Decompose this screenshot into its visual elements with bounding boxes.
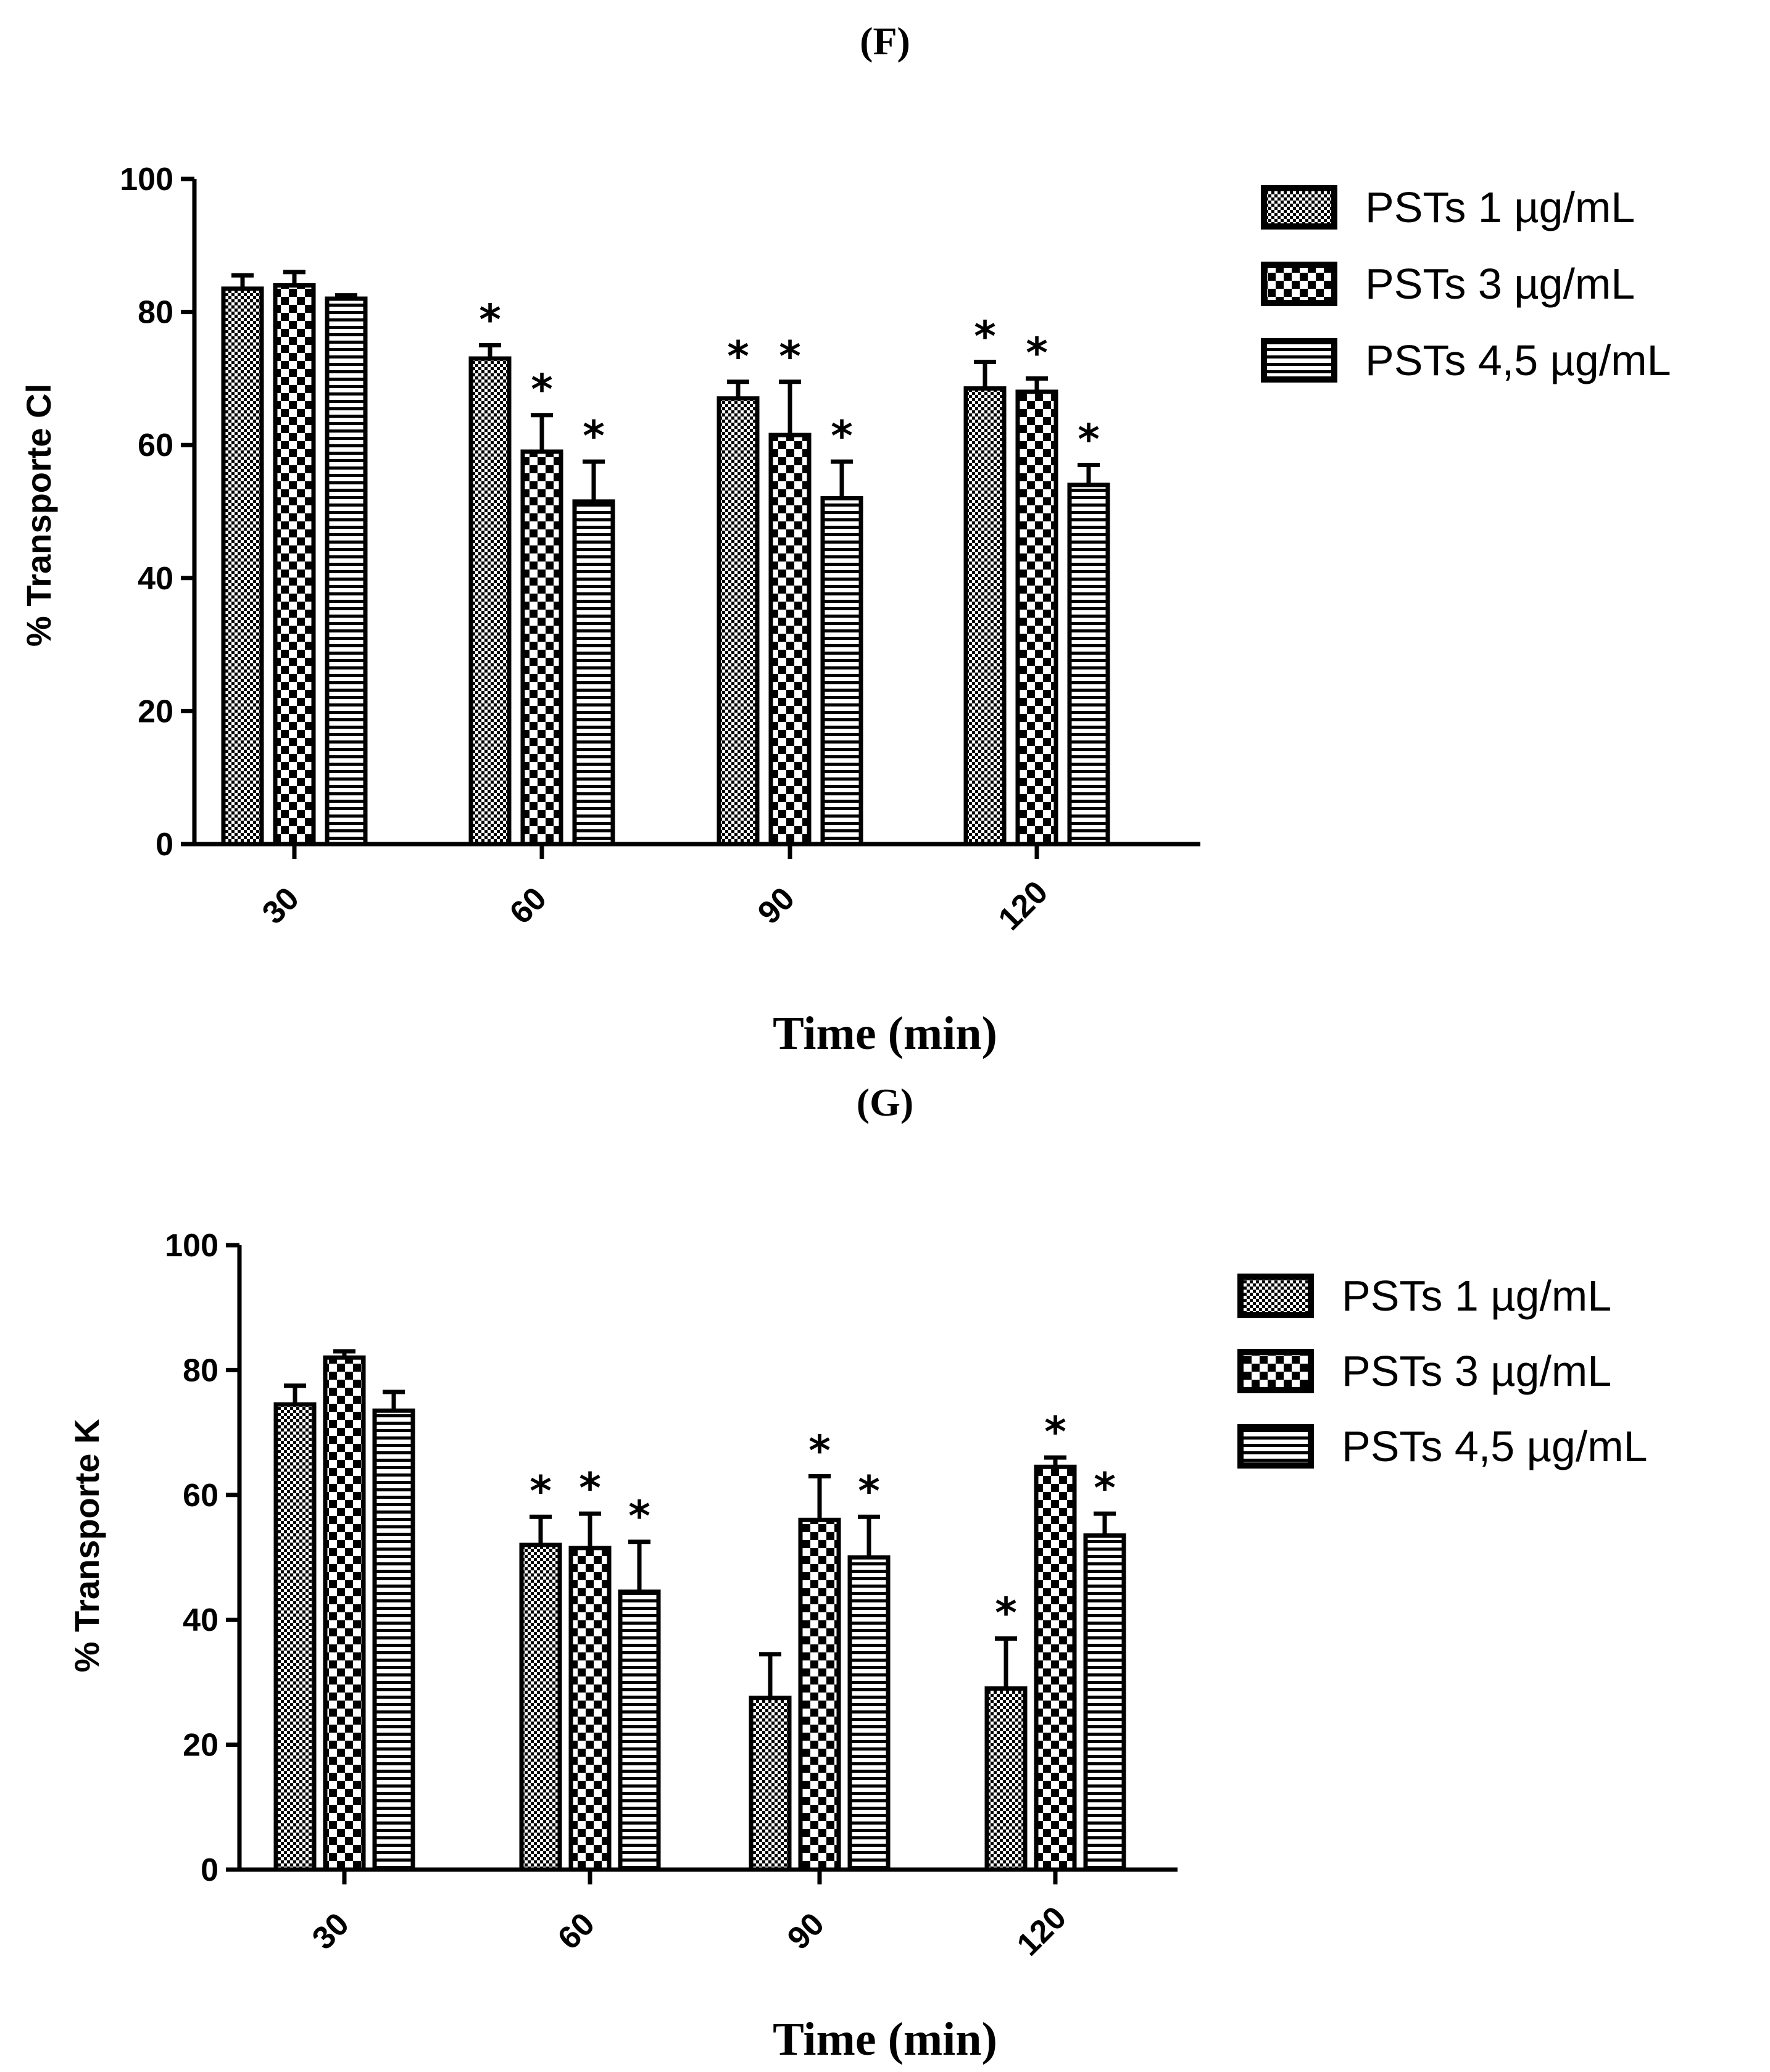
x-tick-label: 90 (781, 1906, 831, 1957)
bar (519, 1543, 562, 1872)
legend-swatch (1237, 1349, 1314, 1393)
significance-star: * (530, 1467, 552, 1516)
bar (520, 449, 563, 847)
significance-star: * (808, 1427, 831, 1475)
bar (798, 1517, 841, 1872)
legend: PSTs 1 µg/mL PSTs 3 µg/mL PSTs 4,5 µg/mL (1237, 1272, 1648, 1470)
significance-star: * (858, 1467, 880, 1516)
y-tick-label: 40 (138, 561, 173, 597)
legend-label: PSTs 4,5 µg/mL (1342, 1422, 1648, 1470)
significance-star: * (779, 333, 801, 381)
bar (372, 1408, 415, 1872)
plot-area: 0 20 40 60 80 100 30 60 90 120 * * * * * * * * (165, 1228, 1178, 1963)
bar (618, 1589, 661, 1872)
legend-item: PSTs 3 µg/mL (1237, 1347, 1611, 1395)
y-tick-label: 20 (138, 694, 173, 729)
legend-swatch (1261, 262, 1337, 306)
y-tick-label: 80 (183, 1353, 218, 1388)
legend-swatch (1237, 1274, 1314, 1318)
panel-label: (G) (857, 1080, 913, 1124)
significance-star: * (1094, 1464, 1116, 1513)
legend-swatch (1261, 338, 1337, 383)
y-axis-label: % Transporte Cl (19, 384, 58, 647)
x-axis-label: Time (min) (773, 1008, 997, 1059)
x-axis-label: Time (min) (773, 2013, 997, 2065)
bar (568, 1546, 612, 1872)
x-tick-label: 30 (305, 1906, 356, 1957)
legend-label: PSTs 4,5 µg/mL (1365, 336, 1671, 384)
significance-star: * (583, 412, 605, 461)
significance-star: * (974, 312, 996, 361)
y-tick-label: 0 (201, 1852, 218, 1888)
significance-star: * (531, 366, 553, 415)
bar (273, 283, 316, 847)
y-tick-label: 100 (165, 1228, 218, 1264)
bar (1015, 389, 1058, 847)
bar (820, 495, 863, 847)
y-tick-label: 60 (138, 428, 173, 463)
legend-label: PSTs 3 µg/mL (1365, 260, 1635, 308)
bar (323, 1355, 366, 1872)
y-tick-label: 40 (183, 1602, 218, 1638)
significance-star: * (995, 1589, 1017, 1638)
x-tick-label: 60 (503, 881, 554, 931)
chart-panel-g: (G) 0 20 40 60 80 100 30 60 90 120 * * * * * * * * Time (… (67, 1080, 1648, 2065)
x-tick-label: 90 (751, 881, 802, 931)
legend-label: PSTs 3 µg/mL (1342, 1347, 1611, 1395)
significance-star: * (1026, 329, 1048, 378)
significance-star: * (479, 296, 501, 345)
legend-item: PSTs 4,5 µg/mL (1261, 336, 1671, 384)
bar (749, 1696, 792, 1872)
bar (468, 356, 512, 847)
y-tick-label: 0 (156, 827, 173, 863)
y-tick-label: 80 (138, 295, 173, 331)
significance-star: * (1078, 416, 1100, 465)
y-tick-label: 60 (183, 1478, 218, 1514)
bar (984, 1686, 1028, 1872)
x-tick-label: 60 (551, 1906, 602, 1957)
legend-item: PSTs 1 µg/mL (1237, 1272, 1611, 1320)
plot-area: 0 20 40 60 80 100 30 60 90 120 * * * * * * * * * (120, 162, 1200, 937)
bar (572, 499, 615, 847)
bar (325, 296, 368, 847)
significance-star: * (579, 1464, 601, 1513)
panel-label: (F) (860, 19, 910, 63)
x-tick-label: 120 (992, 874, 1055, 937)
chart-panel-f: (F) 0 20 40 60 80 100 30 60 90 120 * * * * * * * * * Time … (19, 19, 1671, 1059)
bar (768, 433, 812, 847)
bar (847, 1555, 891, 1872)
legend-swatch (1237, 1424, 1314, 1469)
legend: PSTs 1 µg/mL PSTs 3 µg/mL PSTs 4,5 µg/mL (1261, 183, 1671, 384)
significance-star: * (831, 412, 853, 461)
significance-star: * (727, 333, 749, 381)
bar (1034, 1464, 1077, 1872)
bar (221, 286, 264, 847)
y-tick-label: 20 (183, 1728, 218, 1763)
y-axis-label: % Transporte K (67, 1419, 106, 1673)
significance-star: * (1044, 1408, 1066, 1457)
x-tick-label: 30 (256, 881, 306, 931)
bar (1083, 1533, 1126, 1872)
legend-item: PSTs 4,5 µg/mL (1237, 1422, 1648, 1470)
bar (273, 1402, 317, 1872)
legend-swatch (1261, 185, 1337, 230)
x-tick-label: 120 (1010, 1900, 1073, 1963)
legend-item: PSTs 1 µg/mL (1261, 183, 1635, 231)
y-tick-label: 100 (120, 162, 173, 197)
significance-star: * (628, 1493, 650, 1541)
bar (717, 396, 760, 847)
legend-item: PSTs 3 µg/mL (1261, 260, 1635, 308)
legend-label: PSTs 1 µg/mL (1342, 1272, 1611, 1320)
legend-label: PSTs 1 µg/mL (1365, 183, 1635, 231)
bar (963, 386, 1007, 847)
bar (1067, 483, 1110, 847)
